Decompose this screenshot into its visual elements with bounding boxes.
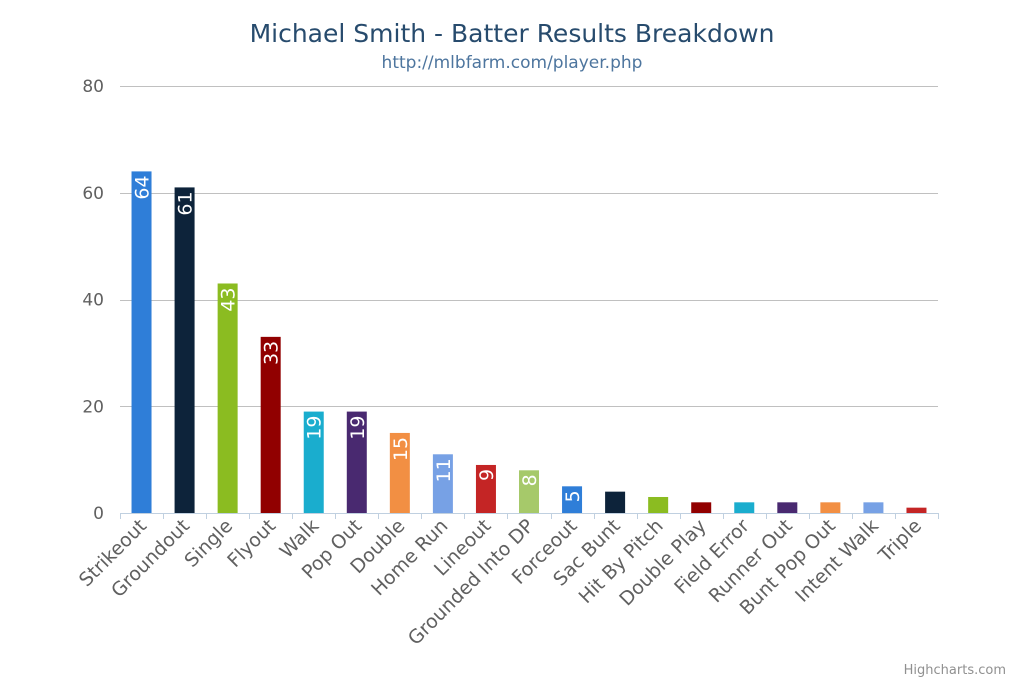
y-tick-label: 60 xyxy=(82,184,104,204)
credits-link[interactable]: Highcharts.com xyxy=(904,663,1006,678)
data-label: 9 xyxy=(476,469,498,481)
data-label: 15 xyxy=(390,437,412,461)
data-label: 19 xyxy=(304,416,326,440)
data-label: 64 xyxy=(132,175,154,199)
data-label: 11 xyxy=(433,458,455,482)
data-label: 61 xyxy=(175,191,197,215)
bar[interactable] xyxy=(691,502,712,513)
bar[interactable] xyxy=(519,470,539,513)
bar[interactable] xyxy=(174,187,195,513)
bar[interactable] xyxy=(346,411,367,513)
bar[interactable] xyxy=(648,496,669,513)
bar[interactable] xyxy=(863,502,884,513)
data-label: 33 xyxy=(261,341,283,365)
bar[interactable] xyxy=(303,411,324,513)
y-gridlines xyxy=(120,86,938,407)
x-tick-label: Triple xyxy=(874,515,926,567)
data-label: 43 xyxy=(218,287,240,311)
chart-subtitle[interactable]: http://mlbfarm.com/player.php xyxy=(382,53,643,73)
chart-title: Michael Smith - Batter Results Breakdown xyxy=(250,19,775,48)
bar[interactable] xyxy=(217,283,238,513)
bar[interactable] xyxy=(605,491,626,513)
bar[interactable] xyxy=(432,454,453,513)
bar-series: 64 61 43 33 19 19 15 11 9 8 5 xyxy=(131,171,927,513)
data-label: 8 xyxy=(519,474,541,486)
bar[interactable] xyxy=(777,502,798,513)
y-tick-label: 80 xyxy=(82,77,104,97)
y-tick-label: 20 xyxy=(82,397,104,417)
bar[interactable] xyxy=(389,432,410,513)
bar[interactable] xyxy=(475,464,496,513)
x-tick-label: Flyout xyxy=(223,515,280,572)
bar[interactable] xyxy=(562,486,583,513)
x-tick-label: Single xyxy=(180,515,237,572)
bar[interactable] xyxy=(734,502,755,513)
data-label: 5 xyxy=(562,490,584,502)
bar[interactable] xyxy=(260,336,281,513)
y-tick-label: 0 xyxy=(93,504,104,524)
y-axis: 0 20 40 60 80 xyxy=(82,77,104,524)
bar[interactable] xyxy=(131,171,152,513)
y-tick-label: 40 xyxy=(82,291,104,311)
bar[interactable] xyxy=(906,507,927,513)
data-label: 19 xyxy=(347,416,369,440)
bar[interactable] xyxy=(820,502,841,513)
